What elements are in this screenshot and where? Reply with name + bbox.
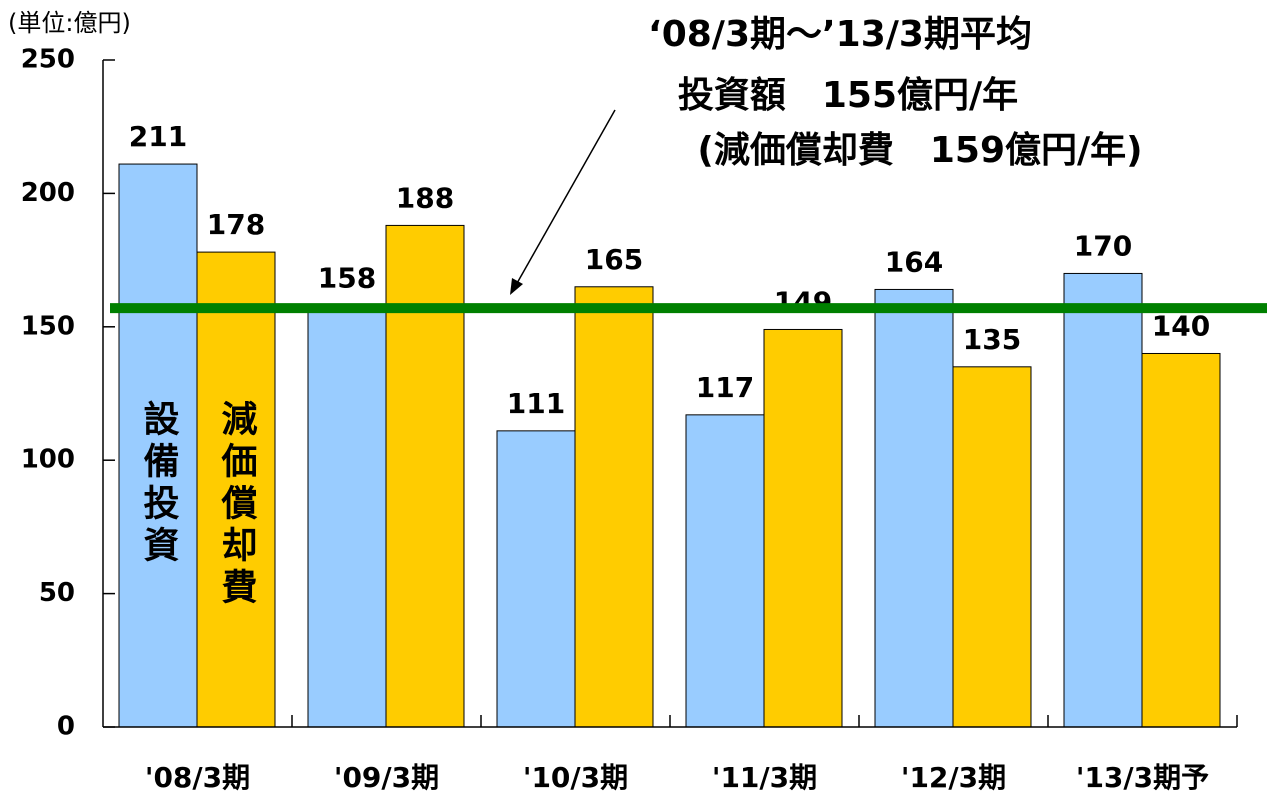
y-tick-label: 50 <box>39 578 75 608</box>
value-label: 165 <box>585 243 643 276</box>
arrow-head <box>510 278 523 295</box>
value-label: 117 <box>696 371 754 404</box>
value-label: 158 <box>318 261 376 294</box>
value-label: 211 <box>129 120 187 153</box>
bar <box>496 430 576 728</box>
annotation: (減価償却費 159億円/年) <box>697 130 1142 171</box>
bar <box>874 288 954 728</box>
annotation: 投資額 155億円/年 <box>678 75 1018 116</box>
value-label: 164 <box>885 245 943 278</box>
bar <box>307 304 387 728</box>
x-tick-label: '09/3期 <box>334 761 439 794</box>
bar <box>763 328 843 728</box>
y-tick-label: 0 <box>57 712 75 742</box>
x-tick-label: '11/3期 <box>712 761 817 794</box>
y-tick-label: 200 <box>21 178 75 208</box>
bar <box>196 251 276 728</box>
value-label: 170 <box>1074 229 1132 262</box>
value-label: 111 <box>507 387 565 420</box>
y-tick-label: 150 <box>21 311 75 341</box>
bar <box>685 414 765 728</box>
bar <box>385 224 465 728</box>
x-tick-label: '13/3期予 <box>1076 761 1209 794</box>
unit-label: (単位:億円) <box>8 9 131 37</box>
bar <box>1141 352 1221 728</box>
annotation: ‘08/3期～’13/3期平均 <box>648 14 1032 55</box>
y-tick-label: 250 <box>21 45 75 75</box>
value-label: 140 <box>1152 309 1210 342</box>
value-label: 149 <box>774 285 832 318</box>
y-tick-label: 100 <box>21 445 75 475</box>
bar <box>952 366 1032 728</box>
series-label: 設備投資 <box>138 400 180 568</box>
annotation-arrow <box>515 109 616 286</box>
x-tick-label: '12/3期 <box>901 761 1006 794</box>
value-label: 188 <box>396 181 454 214</box>
series-label: 減価償却費 <box>216 400 259 610</box>
x-tick-label: '08/3期 <box>145 761 250 794</box>
bar <box>1063 272 1143 728</box>
value-label: 135 <box>963 323 1021 356</box>
x-tick-label: '10/3期 <box>523 761 628 794</box>
bar <box>574 286 654 728</box>
value-label: 178 <box>207 208 265 241</box>
